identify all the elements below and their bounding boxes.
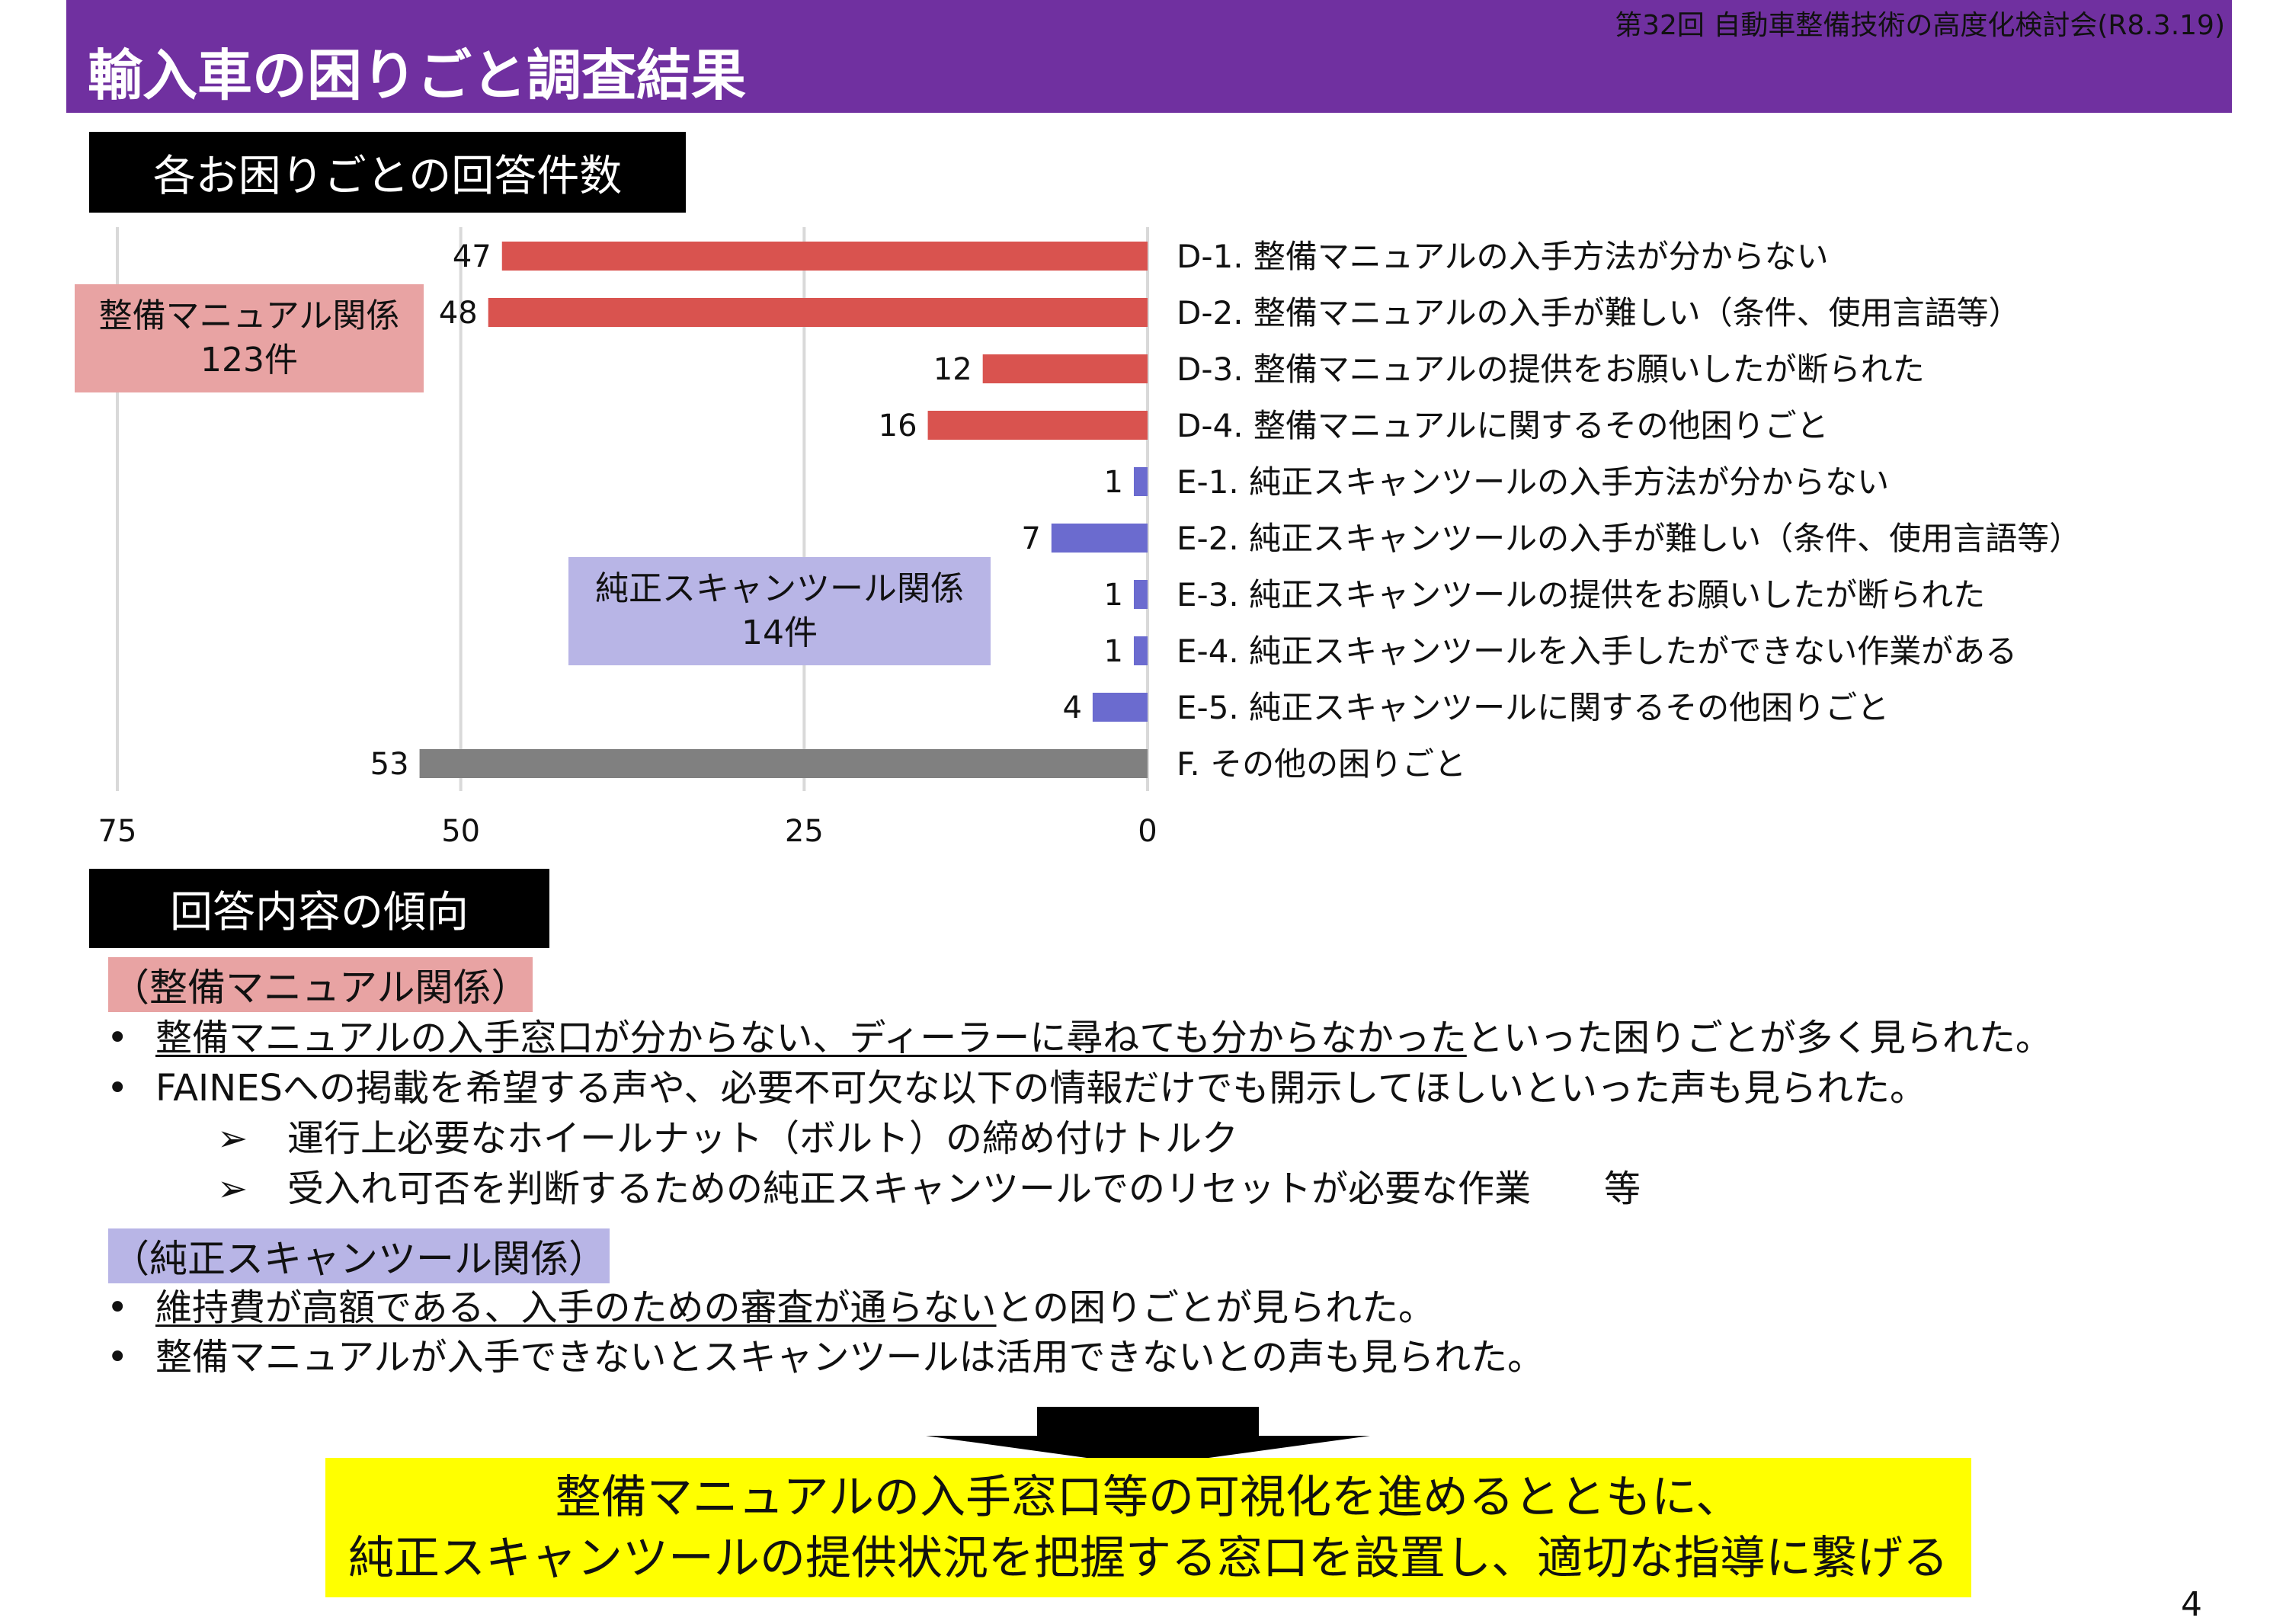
bar: [488, 298, 1148, 327]
section-label-counts: 各お困りごとの回答件数: [89, 132, 686, 213]
bar: [1092, 693, 1148, 722]
bullet-text: FAINESへの掲載を希望する声や、必要不可欠な以下の情報だけでも開示してほしい…: [155, 1067, 1927, 1110]
data-label: 1: [1104, 578, 1123, 613]
arrow-bullet-icon: ➢: [217, 1117, 248, 1160]
scan-bullet-2: • 整備マニュアルが入手できないとスキャンツールは活用できないとの声も見られた。: [107, 1327, 1544, 1380]
arrow-bullet-icon: ➢: [217, 1168, 248, 1210]
data-label: 4: [1062, 690, 1081, 726]
bullet-icon: •: [107, 1286, 129, 1329]
emphasis-text: 維持費が高額である、入手のための審査が通らない: [155, 1286, 997, 1329]
manual-bullet-1: • 整備マニュアルの入手窓口が分からない、ディーラーに尋ねても分からなかったといっ…: [107, 1007, 2052, 1061]
data-label: 16: [879, 408, 917, 444]
manual-subitem-1: ➢ 運行上必要なホイールナット（ボルト）の締め付けトルク: [217, 1108, 1238, 1161]
tick-label: 0: [1138, 814, 1157, 849]
category-label: E-4. 純正スキャンツールを入手したができない作業がある: [1177, 633, 2017, 670]
group-box-manual: 整備マニュアル関係 123件: [75, 284, 424, 392]
manual-bullet-2: • FAINESへの掲載を希望する声や、必要不可欠な以下の情報だけでも開示してほし…: [107, 1058, 1926, 1111]
data-label: 47: [453, 239, 491, 274]
tick-label: 75: [98, 814, 137, 849]
bar: [1133, 467, 1148, 496]
subitem-text: 受入れ可否を判断するための純正スキャンツールでのリセットが必要な作業 等: [287, 1168, 1641, 1210]
conclusion-box: 整備マニュアルの入手窓口等の可視化を進めるとともに、 純正スキャンツールの提供状…: [325, 1458, 1971, 1597]
bullet-icon: •: [107, 1067, 129, 1110]
tick-label: 50: [441, 814, 480, 849]
data-label: 53: [370, 747, 409, 782]
bar: [982, 354, 1148, 383]
bullet-icon: •: [107, 1336, 129, 1379]
down-arrow-icon: [926, 1407, 1370, 1466]
meeting-label: 第32回 自動車整備技術の高度化検討会(R8.3.19): [1615, 10, 2225, 41]
page-number: 4: [2181, 1585, 2202, 1624]
data-label: 48: [439, 296, 478, 331]
group-box-scantool: 純正スキャンツール関係 14件: [568, 557, 991, 665]
category-label: E-3. 純正スキャンツールの提供をお願いしたが断られた: [1177, 576, 1985, 613]
scan-bullet-1: • 維持費が高額である、入手のための審査が通らないとの困りごとが見られた。: [107, 1277, 1435, 1331]
bar: [1133, 636, 1148, 665]
group-label: 整備マニュアル関係: [98, 296, 400, 335]
bar: [501, 242, 1148, 271]
bar: [419, 749, 1148, 778]
bullet-text: といった困りごとが多く見られた。: [1466, 1017, 2052, 1059]
data-label: 1: [1104, 465, 1123, 500]
category-label: E-5. 純正スキャンツールに関するその他困りごと: [1177, 689, 1889, 726]
manual-heading: （整備マニュアル関係）: [108, 957, 533, 1012]
conclusion-line-1: 整備マニュアルの入手窓口等の可視化を進めるとともに、: [555, 1470, 1742, 1524]
bullet-text: 整備マニュアルが入手できないとスキャンツールは活用できないとの声も見られた。: [155, 1336, 1545, 1379]
data-label: 12: [933, 352, 972, 387]
group-count: 123件: [200, 341, 298, 380]
category-label: D-3. 整備マニュアルの提供をお願いしたが断られた: [1177, 351, 1925, 388]
bar: [927, 411, 1148, 440]
category-label: D-4. 整備マニュアルに関するその他困りごと: [1177, 407, 1829, 444]
bullet-icon: •: [107, 1017, 129, 1059]
emphasis-text: 整備マニュアルの入手窓口が分からない、ディーラーに尋ねても分からなかった: [155, 1017, 1467, 1059]
subitem-text: 運行上必要なホイールナット（ボルト）の締め付けトルク: [287, 1117, 1239, 1160]
manual-subitem-2: ➢ 受入れ可否を判断するための純正スキャンツールでのリセットが必要な作業 等: [217, 1158, 1641, 1212]
category-label: E-2. 純正スキャンツールの入手が難しい（条件、使用言語等）: [1177, 520, 2081, 557]
category-label: F. その他の困りごと: [1177, 745, 1466, 783]
section-label-trends: 回答内容の傾向: [89, 869, 549, 948]
data-label: 7: [1021, 521, 1040, 556]
data-label: 1: [1104, 634, 1123, 669]
group-label: 純正スキャンツール関係: [595, 569, 964, 608]
scan-heading: （純正スキャンツール関係）: [108, 1228, 610, 1283]
header-bar: [66, 0, 2232, 113]
tick-label: 25: [785, 814, 824, 849]
page-title: 輸入車の困りごと調査結果: [88, 43, 747, 107]
bar: [1051, 524, 1148, 553]
bar: [1133, 580, 1148, 609]
category-label: E-1. 純正スキャンツールの入手方法が分からない: [1177, 463, 1889, 501]
category-label: D-2. 整備マニュアルの入手が難しい（条件、使用言語等）: [1177, 294, 2021, 332]
bullet-text: との困りごとが見られた。: [996, 1286, 1436, 1329]
group-count: 14件: [741, 613, 818, 652]
category-label: D-1. 整備マニュアルの入手方法が分からない: [1177, 238, 1829, 275]
conclusion-line-2: 純正スキャンツールの提供状況を把握する窓口を設置し、適切な指導に繋げる: [348, 1531, 1948, 1585]
